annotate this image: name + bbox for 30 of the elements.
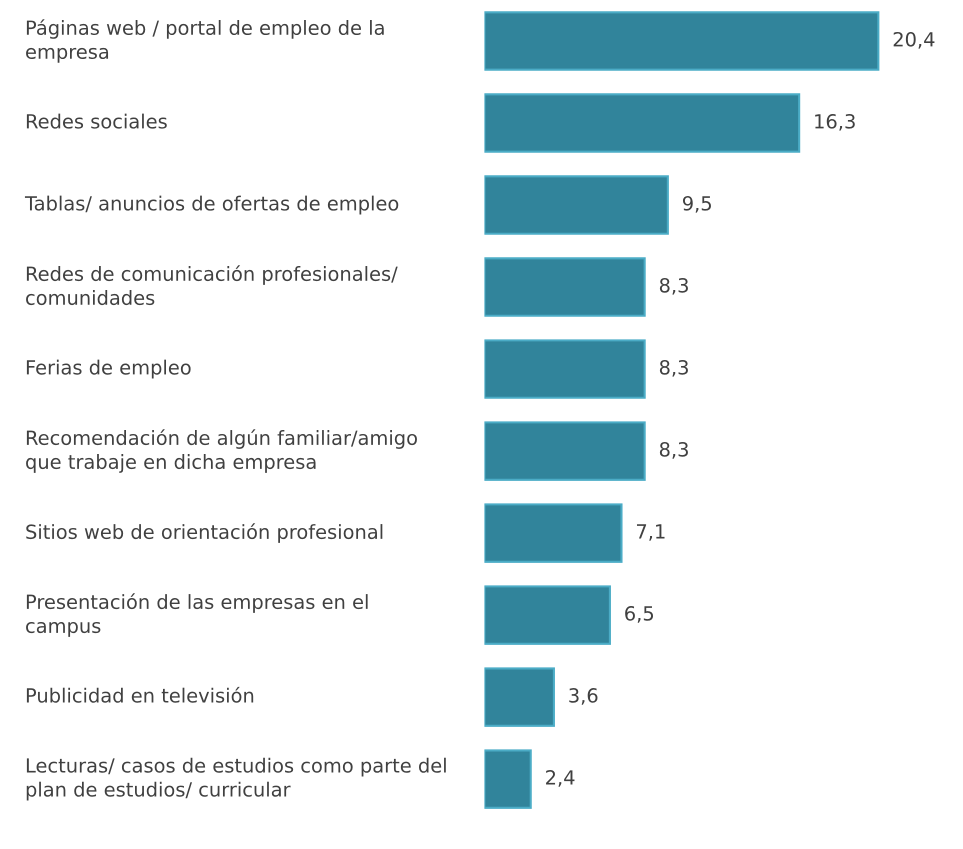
data-label: 6,5 (625, 606, 654, 623)
y-tick-label: Tablas/ anuncios de ofertas de empleo (24, 196, 398, 214)
data-label: 3,6 (569, 688, 598, 705)
bar (484, 175, 669, 235)
y-tick-label: Ferias de empleo (26, 360, 191, 378)
data-label: 8,3 (660, 278, 688, 295)
data-label: 8,3 (660, 442, 688, 459)
y-tick-label: Presentación de las empresas en el campus (26, 593, 368, 637)
bar (484, 585, 611, 645)
data-label: 8,3 (660, 360, 688, 377)
y-tick-label: Sitios web de orientación profesional (26, 523, 382, 543)
data-label: 7,1 (636, 524, 665, 541)
data-label: 9,5 (682, 196, 711, 213)
bar (484, 749, 532, 809)
bar (484, 503, 623, 563)
y-tick-label: Páginas web / portal de empleo de la empresa (26, 19, 384, 63)
y-tick-label: Lecturas/ casos de estudios como parte del plan de estudios/ curricular (26, 758, 446, 801)
bar (484, 93, 800, 153)
bar (484, 257, 646, 317)
data-label: 16,3 (815, 114, 855, 131)
bar (484, 11, 880, 71)
y-tick-label: Redes de comunicación profesionales/ comunidades (26, 265, 398, 306)
data-label: 20,4 (894, 32, 934, 49)
bar (484, 421, 646, 481)
data-label: 2,4 (546, 770, 574, 787)
bar (484, 667, 555, 727)
y-tick-label: Redes sociales (26, 114, 167, 129)
bar (484, 339, 646, 399)
y-tick-label: Publicidad en televisión (26, 686, 254, 703)
y-tick-label: Recomendación de algún familiar/amigo que trabaje en dicha empresa (26, 429, 417, 473)
